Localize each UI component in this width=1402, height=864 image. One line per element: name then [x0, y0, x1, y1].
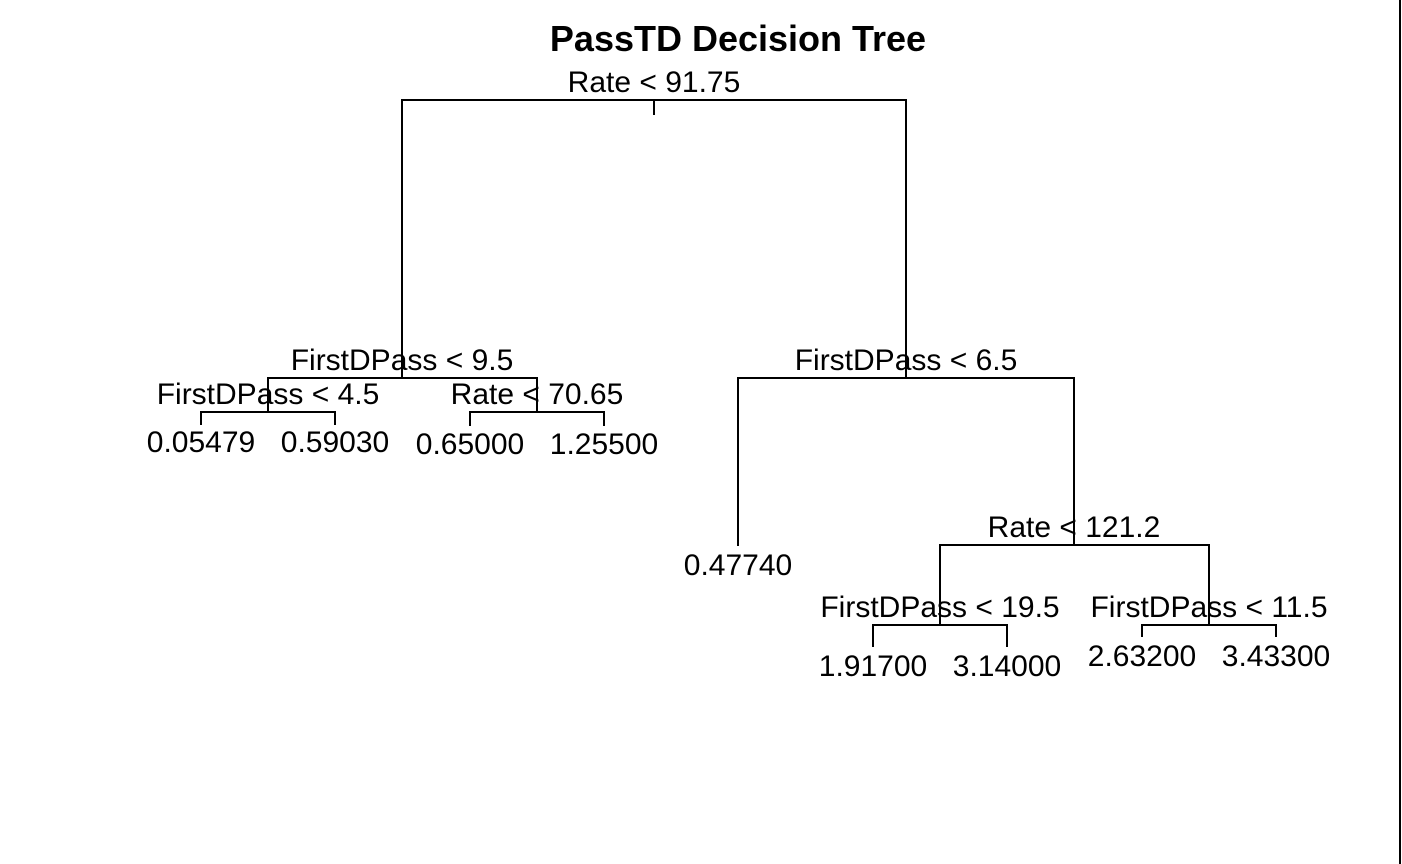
leaf-value: 2.63200 — [1088, 640, 1196, 673]
split-label: FirstDPass < 4.5 — [157, 378, 380, 411]
split-label: Rate < 70.65 — [451, 378, 624, 411]
split-label: FirstDPass < 6.5 — [795, 344, 1018, 377]
split-label: Rate < 91.75 — [568, 66, 741, 99]
split-label: FirstDPass < 11.5 — [1090, 591, 1327, 624]
leaf-value: 0.47740 — [684, 549, 792, 582]
leaf-value: 3.43300 — [1222, 640, 1330, 673]
leaf-value: 0.59030 — [281, 426, 389, 459]
leaf-value: 1.91700 — [819, 650, 927, 683]
leaf-value: 1.25500 — [550, 428, 658, 461]
leaf-value: 0.05479 — [147, 426, 255, 459]
diagram-title: PassTD Decision Tree — [550, 18, 926, 59]
split-label: Rate < 121.2 — [988, 511, 1161, 544]
leaf-value: 3.14000 — [953, 650, 1061, 683]
split-label: FirstDPass < 9.5 — [291, 344, 514, 377]
split-label: FirstDPass < 19.5 — [820, 591, 1059, 624]
leaf-value: 0.65000 — [416, 428, 524, 461]
